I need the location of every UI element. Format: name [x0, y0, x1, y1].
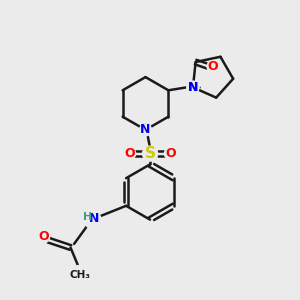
Circle shape	[207, 61, 219, 73]
Circle shape	[124, 148, 136, 160]
Circle shape	[142, 146, 158, 161]
Text: H: H	[83, 212, 92, 222]
Text: O: O	[38, 230, 49, 244]
Text: O: O	[124, 147, 135, 160]
Circle shape	[140, 124, 152, 136]
Text: O: O	[165, 147, 176, 160]
Text: N: N	[140, 123, 151, 136]
Text: S: S	[145, 146, 155, 161]
Text: N: N	[89, 212, 100, 225]
Circle shape	[164, 148, 176, 160]
Text: N: N	[188, 81, 198, 94]
Circle shape	[187, 81, 199, 93]
Circle shape	[70, 266, 88, 284]
Text: N: N	[188, 81, 198, 94]
Text: CH₃: CH₃	[69, 269, 90, 280]
Circle shape	[38, 231, 50, 243]
Circle shape	[85, 212, 101, 229]
Circle shape	[187, 81, 199, 93]
Text: O: O	[208, 60, 218, 73]
